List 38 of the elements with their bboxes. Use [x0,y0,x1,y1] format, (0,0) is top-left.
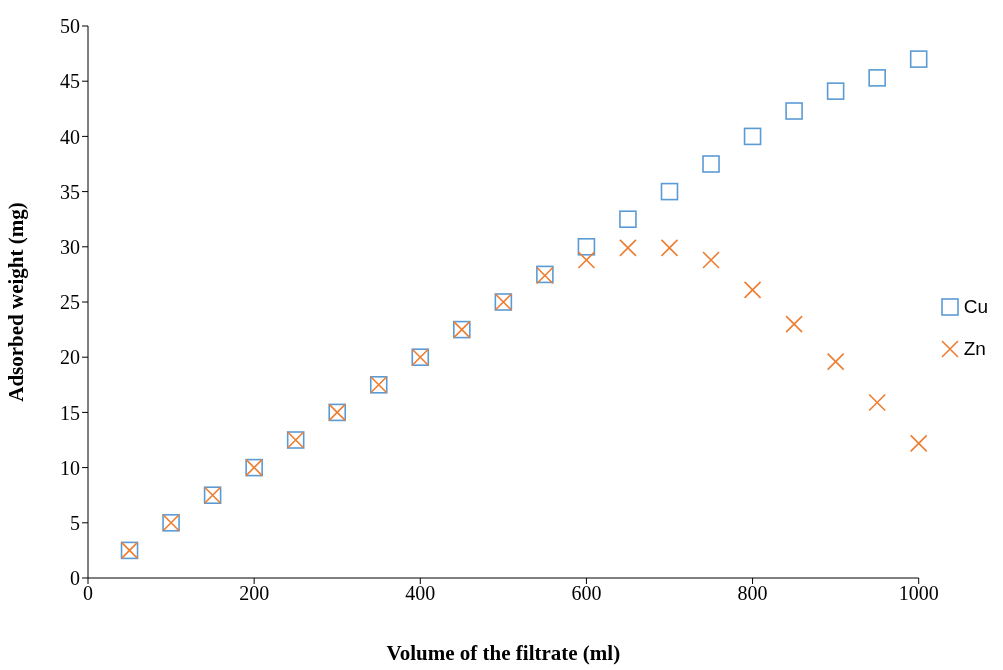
point [868,69,886,87]
y-tick-label: 30 [60,235,80,258]
point [826,352,845,371]
y-tick-label: 15 [60,401,80,424]
point [909,434,928,453]
point [826,82,845,100]
y-tick-label: 5 [70,511,80,534]
point [743,281,762,299]
legend-label: Cu [963,296,988,318]
x-tick-label: 400 [405,582,436,605]
x-tick-label: 800 [737,582,768,605]
y-tick-label: 40 [60,125,80,148]
x-tick-label: 200 [239,582,270,605]
point [743,127,762,146]
point [577,251,596,269]
point [868,393,886,412]
x-axis-title: Volume of the filtrate (ml) [386,641,621,665]
y-tick-label: 35 [60,180,80,203]
x-tick-label: 600 [571,582,602,605]
point [785,102,803,120]
y-tick-label: 25 [60,291,80,314]
x-tick-label: 1000 [898,582,939,605]
point [785,315,803,333]
y-tick-label: 10 [60,456,80,479]
point [619,210,637,228]
y-tick-label: 20 [60,346,80,369]
point [660,182,679,201]
legend-label: Zn [963,338,986,360]
point [619,239,637,257]
point [909,50,928,68]
y-tick-label: 0 [70,567,80,590]
point [577,238,596,256]
y-tick-label: 50 [60,15,80,38]
point [702,155,720,173]
y-axis-title: Adsorbed weight (mg) [4,202,29,402]
point [660,239,679,257]
y-tick-label: 45 [60,70,80,93]
point [702,251,720,269]
